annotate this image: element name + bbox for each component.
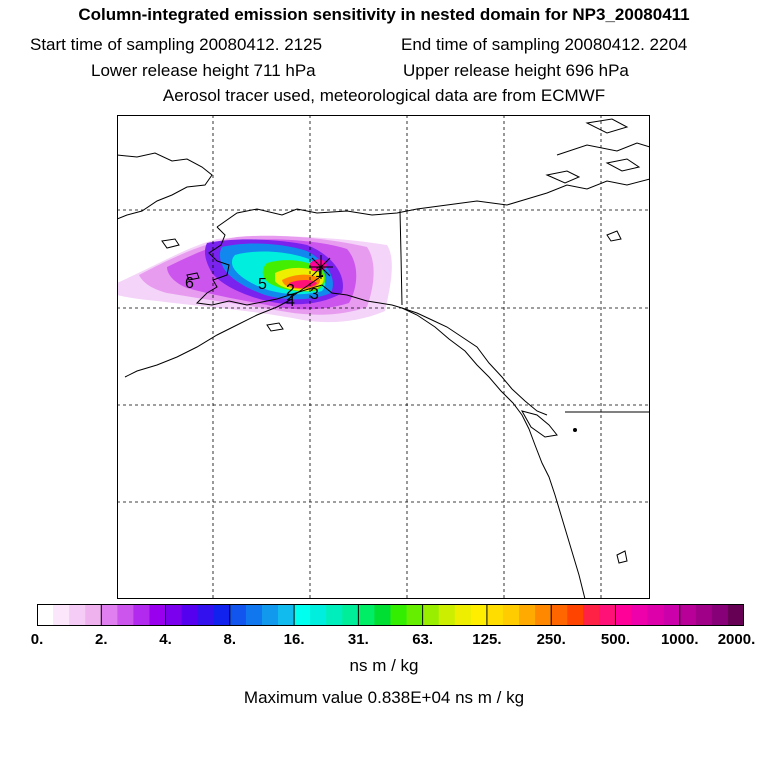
colorbar-cell	[181, 604, 199, 626]
colorbar-cell	[37, 604, 54, 626]
start-time-label: Start time of sampling 20080412. 2125	[30, 35, 323, 54]
upper-height-label: Upper release height 696 hPa	[403, 61, 629, 80]
colorbar-cell	[727, 604, 744, 626]
colorbar-tick-label: 250.	[536, 631, 566, 648]
map-label-2: 2	[286, 282, 295, 299]
map-panel: 1 2 3 4 5 6	[117, 115, 650, 599]
colorbar-cell	[213, 604, 231, 626]
location-dot	[573, 428, 577, 432]
colorbar-cell	[85, 604, 102, 626]
colorbar-cell	[294, 604, 311, 626]
lower-height-label: Lower release height 711 hPa	[91, 61, 316, 80]
colorbar-cell	[261, 604, 279, 626]
colorbar-tick-label: 16.	[283, 631, 305, 648]
colorbar-cell	[422, 604, 440, 626]
colorbar-cell	[117, 604, 134, 626]
colorbar-cell	[551, 604, 568, 626]
colorbar-cell	[599, 604, 616, 626]
color-scale-bar	[37, 604, 744, 626]
map-label-4: 4	[286, 293, 295, 310]
colorbar-cell	[567, 604, 584, 626]
colorbar-cell	[615, 604, 632, 626]
colorbar-tick-label: 4.	[159, 631, 172, 648]
colorbar-cell	[101, 604, 118, 626]
colorbar-cell	[438, 604, 456, 626]
colorbar-cell	[358, 604, 375, 626]
colorbar-tick-label: 1000.	[660, 631, 699, 648]
colorbar-cell	[390, 604, 407, 626]
colorbar-cell	[165, 604, 183, 626]
colorbar-units: ns m / kg	[349, 656, 419, 675]
maximum-value-label: Maximum value 0.838E+04 ns m / kg	[243, 688, 525, 707]
colorbar-cell	[310, 604, 327, 626]
end-time-label: End time of sampling 20080412. 2204	[401, 35, 688, 54]
colorbar-cell	[486, 604, 504, 626]
colorbar-cell	[470, 604, 488, 626]
colorbar-cell	[245, 604, 263, 626]
colorbar-cell	[149, 604, 166, 626]
map-label-6: 6	[185, 275, 194, 292]
tracer-info-label: Aerosol tracer used, meteorological data…	[162, 86, 606, 105]
colorbar-tick-label: 0.	[30, 631, 44, 648]
colorbar-cell	[631, 604, 648, 626]
colorbar-cell	[583, 604, 600, 626]
page-title: Column-integrated emission sensitivity i…	[78, 5, 690, 24]
colorbar-cell	[519, 604, 536, 626]
colorbar-tick-label: 31.	[347, 631, 369, 648]
colorbar-tick-label: 63.	[412, 631, 434, 648]
colorbar-cell	[502, 604, 520, 626]
colorbar-tick-label: 2000.	[717, 631, 756, 648]
map-label-5: 5	[258, 276, 267, 293]
colorbar-cell	[326, 604, 343, 626]
map-label-1: 1	[315, 264, 324, 281]
colorbar-tick-label: 2.	[95, 631, 108, 648]
colorbar-cell	[711, 604, 729, 626]
colorbar-cell	[342, 604, 359, 626]
colorbar-cell	[229, 604, 247, 626]
colorbar-cell	[454, 604, 472, 626]
colorbar-cell	[406, 604, 424, 626]
colorbar-cell	[679, 604, 697, 626]
colorbar-tick-label: 125.	[472, 631, 502, 648]
colorbar-tick-label: 8.	[223, 631, 237, 648]
colorbar-cell	[695, 604, 713, 626]
colorbar-cell	[197, 604, 215, 626]
graticule	[117, 115, 650, 599]
colorbar-cell	[278, 604, 295, 626]
coastlines	[117, 118, 650, 599]
map-label-3: 3	[310, 286, 319, 303]
colorbar-cell	[69, 604, 86, 626]
colorbar-tick-label: 500.	[600, 631, 631, 648]
colorbar-cell	[53, 604, 70, 626]
colorbar-cell	[133, 604, 150, 626]
colorbar-cell	[647, 604, 665, 626]
political-boundaries	[399, 210, 650, 413]
map-frame	[117, 115, 650, 599]
colorbar-cell	[663, 604, 681, 626]
emission-plume	[117, 235, 392, 323]
release-point-marker	[286, 255, 333, 301]
colorbar-cell	[374, 604, 391, 626]
colorbar-cell	[535, 604, 552, 626]
